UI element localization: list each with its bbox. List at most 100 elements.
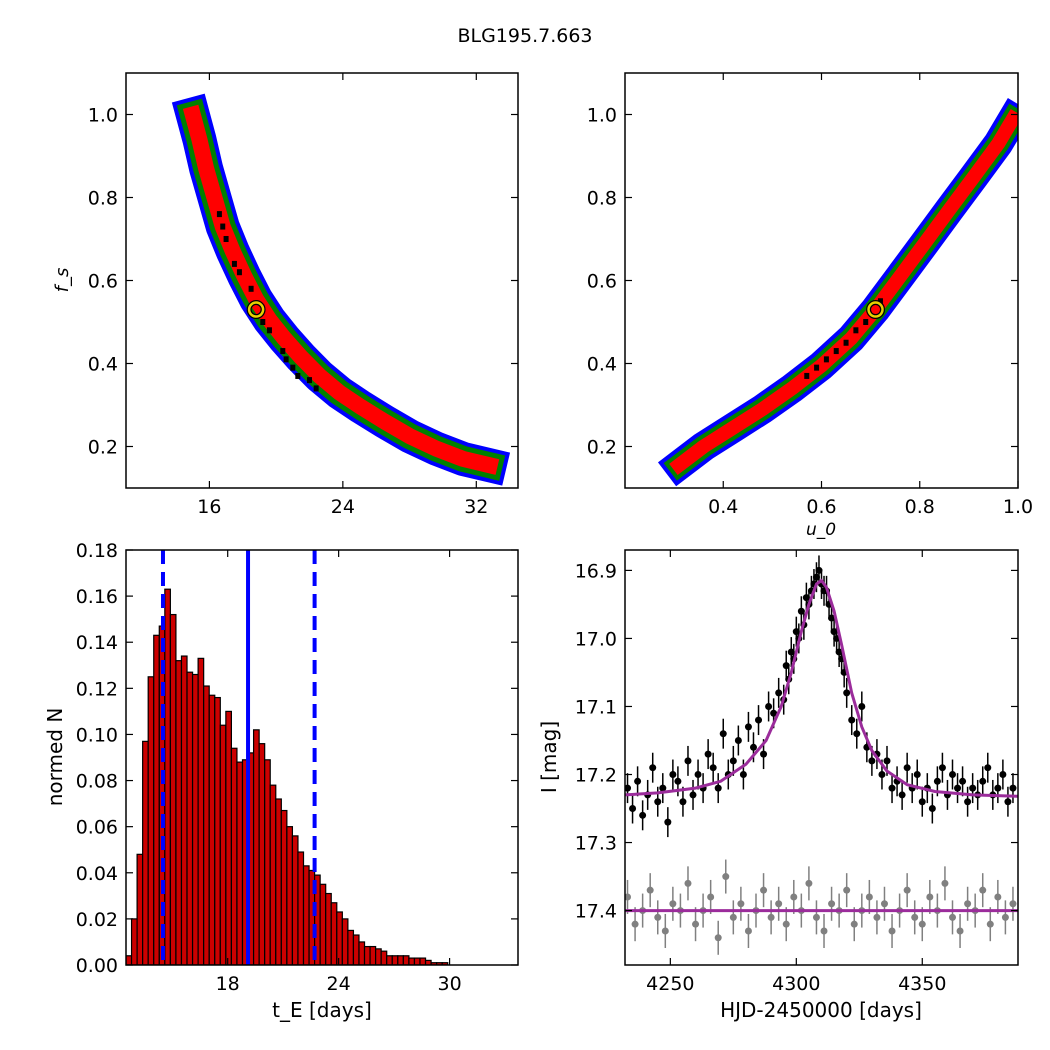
x-tick-label: 4250 [646, 973, 694, 995]
x-tick-label: 4350 [898, 973, 946, 995]
photometry-point [1009, 784, 1017, 792]
histogram-bar [413, 957, 421, 965]
te-histogram-x-axis-label: t_E [days] [272, 998, 372, 1022]
histogram-bar [208, 694, 216, 965]
photometry-point [815, 566, 823, 574]
residual-point [918, 920, 926, 928]
histogram-bar [325, 892, 332, 965]
photometry-point [792, 628, 800, 636]
photometry-point [903, 764, 911, 772]
y-tick-label: 0.6 [587, 271, 617, 293]
residual-point [843, 886, 851, 894]
photometry-point [853, 730, 861, 738]
photometry-point [802, 594, 810, 602]
y-tick-label: 17.0 [575, 628, 617, 650]
best-chi2-cell [843, 339, 849, 346]
panel-te-histogram: 18 24 30 0.00 0.02 0.04 0.06 0.08 0.10 0.12 0.14 0.… [43, 540, 519, 1022]
histogram-bar [369, 945, 377, 965]
photometry-point [629, 805, 637, 813]
histogram-bar [130, 918, 138, 965]
y-tick-label: 0.4 [587, 354, 617, 376]
histogram-bar [291, 835, 299, 965]
residual-point [949, 913, 956, 921]
histogram-bar [419, 957, 427, 965]
photometry-point [749, 743, 757, 751]
histogram-bar [264, 759, 271, 965]
photometry-point [659, 784, 667, 792]
residual-point [654, 913, 662, 921]
photometry-point [654, 798, 662, 806]
y-tick-label: 0.2 [88, 437, 118, 459]
histogram-bar [142, 740, 149, 965]
best-chi2-cell [863, 319, 869, 325]
residual-point [1001, 913, 1009, 921]
residual-point [911, 913, 919, 921]
photometry-point [994, 784, 1002, 792]
histogram-bar [275, 798, 282, 965]
photometry-point [734, 736, 742, 744]
histogram-bar [352, 934, 360, 965]
panel-lightcurve: 4250 4300 4350 16.9 17.0 17.1 17.2 17.3 17.4 HJD… [537, 549, 1019, 1022]
y-tick-label: 0.2 [587, 437, 617, 459]
y-tick-label: 0.4 [88, 354, 118, 376]
residual-point [850, 920, 858, 928]
photometry-point [709, 764, 717, 772]
histogram-bar [186, 671, 194, 965]
residual-point [812, 913, 820, 921]
best-chi2-cell [223, 236, 229, 242]
y-tick-label: 17.4 [575, 901, 617, 923]
y-tick-label: 0.12 [76, 678, 118, 700]
best-chi2-cell [260, 319, 266, 325]
photometry-point [812, 573, 820, 581]
photometry-point [954, 784, 962, 792]
photometry-point [739, 771, 747, 779]
y-tick-label: 1.0 [88, 105, 118, 127]
te-histogram-y-axis-label: normed N [43, 708, 67, 807]
x-tick-label: 0.8 [905, 496, 935, 518]
photometry-point [843, 689, 851, 697]
photometry-point [928, 805, 936, 813]
x-tick-label: 24 [331, 496, 355, 518]
y-tick-label: 0.06 [76, 817, 118, 839]
residual-point [941, 879, 949, 887]
photometry-point [969, 784, 977, 792]
y-tick-label: 16.9 [575, 560, 617, 582]
best-chi2-cell [280, 348, 286, 355]
histogram-bar [164, 588, 171, 965]
best-chi2-cell [306, 377, 312, 384]
histogram-bar [402, 955, 410, 965]
residual-point [669, 900, 677, 908]
te-fs-y-axis-label: f_s [52, 268, 73, 293]
photometry-point [949, 771, 956, 779]
photometry-point [719, 730, 727, 738]
histogram-bar [169, 613, 177, 965]
photometry-point [933, 777, 941, 785]
best-chi2-cell [804, 372, 810, 379]
x-tick-label: 0.6 [806, 496, 836, 518]
photometry-point [689, 791, 697, 799]
residual-point [722, 873, 730, 881]
histogram-bar [191, 673, 199, 965]
y-tick-label: 17.3 [575, 833, 617, 855]
photometry-point [770, 709, 778, 717]
figure-title: BLG195.7.663 [457, 25, 592, 47]
y-tick-label: 0.8 [88, 188, 118, 210]
best-chi2-cell [266, 327, 272, 334]
best-chi2-cell [833, 348, 839, 355]
histogram-bar [197, 657, 205, 965]
x-tick-label: 1.0 [1003, 496, 1033, 518]
histogram-bar [319, 883, 327, 965]
residual-point [790, 893, 798, 901]
photometry-point [729, 757, 737, 765]
histogram-bar [252, 729, 260, 965]
best-chi2-cell [814, 364, 820, 371]
residual-point [1009, 900, 1017, 908]
residual-point [865, 893, 873, 901]
photometry-point [1004, 798, 1012, 806]
histogram-bar [147, 676, 155, 965]
y-tick-label: 0.6 [88, 271, 118, 293]
best-chi2-cell [231, 260, 237, 267]
photometry-point [714, 784, 722, 792]
photometry-point [664, 818, 672, 826]
residual-point [820, 927, 828, 935]
